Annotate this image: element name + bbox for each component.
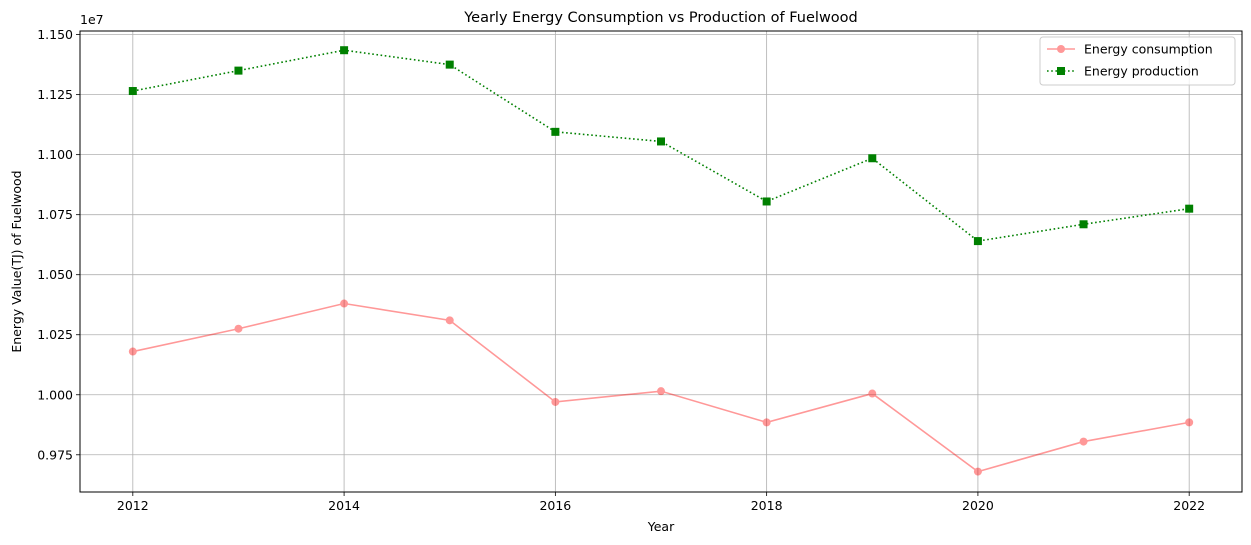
data-point bbox=[340, 299, 349, 308]
data-point bbox=[973, 467, 982, 476]
data-point bbox=[445, 316, 454, 325]
data-point bbox=[445, 60, 454, 69]
legend-box bbox=[1039, 36, 1236, 86]
data-point bbox=[234, 324, 243, 333]
chart-title: Yearly Energy Consumption vs Production … bbox=[463, 10, 858, 26]
legend-marker bbox=[1057, 67, 1065, 75]
data-point bbox=[1185, 418, 1194, 427]
axis-ticks: 2012 2014 2016 2018 2020 2022 0.975 1.000 1.025 1… bbox=[37, 27, 1205, 513]
x-axis-label: Year bbox=[647, 519, 675, 534]
data-point bbox=[762, 197, 771, 206]
legend: Energy consumption Energy production bbox=[1039, 36, 1236, 86]
data-point bbox=[1079, 437, 1088, 446]
legend-marker bbox=[1057, 45, 1065, 53]
x-tick-label: 2020 bbox=[962, 498, 994, 513]
data-point bbox=[762, 418, 771, 427]
data-point bbox=[657, 137, 665, 146]
series-line bbox=[132, 49, 1190, 242]
y-tick-label: 0.975 bbox=[37, 447, 73, 462]
series-layer bbox=[128, 46, 1194, 476]
x-tick-label: 2012 bbox=[117, 498, 149, 513]
legend-label: Energy consumption bbox=[1084, 42, 1213, 57]
data-point bbox=[551, 127, 560, 136]
y-axis-offset-text: 1e7 bbox=[80, 12, 104, 27]
x-tick-label: 2022 bbox=[1173, 498, 1205, 513]
x-tick-label: 2018 bbox=[751, 498, 783, 513]
legend-item bbox=[1047, 67, 1075, 75]
y-tick-label: 1.025 bbox=[37, 327, 73, 342]
legend-item bbox=[1047, 45, 1075, 53]
plot-area-frame bbox=[79, 30, 1243, 493]
legend-label: Energy production bbox=[1084, 64, 1199, 79]
data-point bbox=[234, 66, 243, 75]
series-energy-consumption bbox=[128, 299, 1194, 476]
y-tick-label: 1.100 bbox=[37, 147, 73, 162]
data-point bbox=[973, 237, 982, 246]
y-axis-label: Energy Value(TJ) of Fuelwood bbox=[9, 170, 24, 352]
data-point bbox=[657, 387, 665, 396]
data-point bbox=[1185, 204, 1194, 213]
x-tick-label: 2016 bbox=[539, 498, 571, 513]
grid bbox=[80, 31, 1242, 492]
y-tick-label: 1.150 bbox=[37, 27, 73, 42]
data-point bbox=[868, 154, 877, 163]
y-tick-label: 1.075 bbox=[37, 207, 73, 222]
series-line bbox=[132, 302, 1190, 473]
data-point bbox=[128, 87, 137, 96]
data-point bbox=[551, 397, 560, 406]
data-point bbox=[1079, 220, 1088, 229]
series-energy-production bbox=[128, 46, 1194, 246]
data-point bbox=[868, 389, 877, 398]
x-tick-label: 2014 bbox=[328, 498, 360, 513]
legend-entries: Energy consumption Energy production bbox=[1047, 42, 1213, 79]
data-point bbox=[128, 347, 137, 356]
data-point bbox=[340, 46, 349, 55]
y-tick-label: 1.000 bbox=[37, 387, 73, 402]
y-tick-label: 1.050 bbox=[37, 267, 73, 282]
y-tick-label: 1.125 bbox=[37, 87, 73, 102]
